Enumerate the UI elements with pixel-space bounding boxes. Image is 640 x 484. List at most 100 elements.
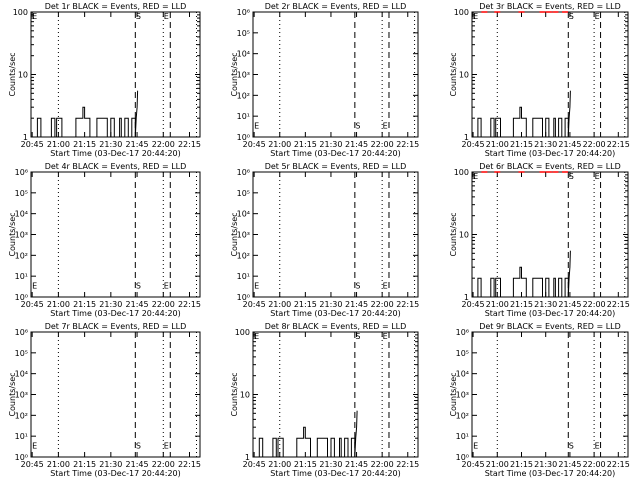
event-marker-label: E (32, 281, 37, 290)
events-series-line (254, 410, 358, 458)
x-tick-label: 21:45 (345, 140, 368, 149)
x-tick-label: 22:00 (371, 140, 394, 149)
event-marker-label: E (32, 441, 37, 450)
y-tick-label: 10² (15, 411, 28, 420)
x-tick-label: 21:00 (486, 460, 509, 469)
y-tick-label: 10⁴ (15, 210, 28, 219)
x-tick-label: 20:45 (21, 140, 44, 149)
x-axis-label: Start Time (03-Dec-17 20:44:20) (270, 309, 401, 318)
panel-title: Det 5r BLACK = Events, RED = LLD (265, 162, 407, 171)
event-marker-label: E (383, 332, 388, 341)
panel-title: Det 2r BLACK = Events, RED = LLD (265, 2, 407, 11)
y-tick-label: 1 (245, 453, 250, 462)
event-marker-label: E (383, 121, 388, 130)
panel-title: Det 1r BLACK = Events, RED = LLD (45, 2, 187, 11)
x-tick-label: 21:45 (345, 300, 368, 309)
y-tick-label: 10⁴ (456, 370, 469, 379)
y-tick-label: 10³ (237, 71, 250, 80)
y-tick-label: 10⁰ (456, 453, 469, 462)
y-tick-label: 100 (454, 168, 469, 177)
x-tick-label: 21:00 (486, 140, 509, 149)
y-tick-label: 10⁰ (237, 133, 250, 142)
x-tick-label: 22:00 (152, 140, 175, 149)
events-series-line (473, 250, 571, 298)
events-series-line (32, 90, 139, 138)
x-axis-label: Start Time (03-Dec-17 20:44:20) (270, 469, 401, 478)
x-axis-label: Start Time (03-Dec-17 20:44:20) (485, 309, 616, 318)
y-tick-label: 10 (240, 391, 250, 400)
x-tick-label: 22:15 (396, 140, 419, 149)
x-tick-label: 20:45 (21, 300, 44, 309)
y-tick-label: 10 (459, 71, 469, 80)
event-marker-label: S (355, 332, 360, 341)
y-tick-label: 10⁶ (237, 8, 250, 17)
y-tick-label: 10² (237, 251, 250, 260)
x-tick-label: 21:15 (510, 300, 533, 309)
x-tick-label: 21:45 (558, 140, 581, 149)
event-marker-label: S (136, 12, 141, 21)
y-tick-label: 10⁶ (237, 168, 250, 177)
x-tick-label: 22:00 (152, 300, 175, 309)
y-tick-label: 10¹ (237, 272, 250, 281)
x-tick-label: 20:45 (462, 300, 485, 309)
event-marker-label: E (473, 441, 478, 450)
x-tick-label: 20:45 (243, 140, 266, 149)
panel-5: Det 5r BLACK = Events, RED = LLD 20:45 21:… (230, 162, 419, 318)
x-tick-label: 21:15 (73, 460, 96, 469)
event-marker-label: E (254, 281, 259, 290)
x-tick-label: 22:15 (396, 460, 419, 469)
x-tick-label: 22:15 (607, 300, 630, 309)
plot-frame (252, 11, 419, 138)
x-axis-label: Start Time (03-Dec-17 20:44:20) (50, 469, 181, 478)
event-marker-label: E (164, 281, 169, 290)
y-tick-label: 10⁵ (15, 189, 28, 198)
event-marker-label: E (254, 121, 259, 130)
x-tick-label: 20:45 (243, 300, 266, 309)
y-axis-label: Counts/sec (230, 212, 239, 256)
y-tick-label: 10⁴ (15, 370, 28, 379)
x-tick-label: 21:30 (534, 300, 557, 309)
x-tick-label: 21:30 (319, 460, 342, 469)
y-tick-label: 10⁶ (15, 328, 28, 337)
y-axis-label: Counts/sec (449, 372, 458, 416)
x-tick-label: 21:00 (47, 300, 70, 309)
event-marker-label: S (136, 281, 141, 290)
event-marker-label: S (569, 172, 574, 181)
y-tick-label: 10⁴ (237, 210, 250, 219)
event-marker-label: E (595, 441, 600, 450)
x-tick-label: 20:45 (243, 460, 266, 469)
event-marker-label: S (569, 441, 574, 450)
y-tick-label: 10¹ (456, 432, 469, 441)
x-tick-label: 21:45 (126, 460, 149, 469)
x-tick-label: 21:00 (47, 140, 70, 149)
x-tick-label: 22:00 (583, 140, 606, 149)
x-tick-label: 21:15 (510, 140, 533, 149)
y-tick-label: 100 (454, 8, 469, 17)
x-tick-label: 22:15 (396, 300, 419, 309)
x-tick-label: 22:00 (152, 460, 175, 469)
y-tick-label: 10⁰ (237, 293, 250, 302)
x-tick-label: 21:15 (294, 300, 317, 309)
y-axis-label: Counts/sec (8, 212, 17, 256)
x-tick-label: 21:30 (319, 140, 342, 149)
event-marker-label: E (164, 441, 169, 450)
event-marker-label: E (383, 281, 388, 290)
x-tick-label: 21:15 (73, 140, 96, 149)
plot-frame (30, 171, 201, 298)
x-tick-label: 21:45 (126, 300, 149, 309)
y-tick-label: 1 (464, 293, 469, 302)
y-tick-label: 10⁵ (15, 349, 28, 358)
x-tick-label: 21:15 (294, 460, 317, 469)
x-tick-label: 22:15 (607, 460, 630, 469)
x-tick-label: 21:30 (319, 300, 342, 309)
y-tick-label: 10⁰ (15, 453, 28, 462)
y-tick-label: 10 (18, 71, 28, 80)
y-axis-label: Counts/sec (8, 52, 17, 96)
x-tick-label: 21:00 (268, 460, 291, 469)
